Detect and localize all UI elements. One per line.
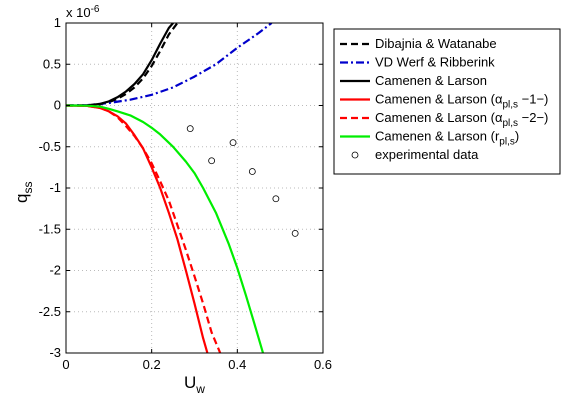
legend: Dibajnia & Watanabe VD Werf & Ribberink Ca…	[333, 28, 561, 175]
legend-label: Camenen & Larson	[375, 73, 487, 88]
y-tick-label: -0.5	[39, 139, 61, 154]
legend-label: experimental data	[375, 147, 479, 162]
x-tick-label: 0.6	[314, 357, 332, 372]
series-line-1	[66, 23, 179, 107]
data-point	[208, 157, 216, 165]
legend-label: Dibajnia & Watanabe	[375, 36, 497, 51]
data-point	[229, 139, 237, 147]
axis-ticks: 0 0.2 0.4 0.6 -3 -2.5 -2 -1.5 -1 -0.5 0 0.5 1	[39, 15, 332, 372]
data-point	[291, 229, 299, 237]
series-line-3	[66, 23, 174, 107]
data-point	[186, 125, 194, 133]
grid	[66, 23, 323, 353]
legend-label: VD Werf & Ribberink	[375, 55, 495, 70]
y-tick-label: -1.5	[39, 221, 61, 236]
legend-box	[333, 28, 561, 175]
series-lines	[66, 23, 273, 353]
y-exponent-label: x 10-6	[66, 4, 100, 20]
series-line-6	[66, 104, 265, 353]
y-tick-label: -1	[49, 180, 61, 195]
data-point	[248, 168, 256, 175]
y-axis-label: qss	[12, 182, 35, 203]
legend-marker	[351, 151, 359, 159]
legend-label: Camenen & Larson (rpl,s)	[375, 129, 519, 148]
y-tick-label: 0	[54, 98, 61, 113]
y-tick-label: -2	[49, 263, 61, 278]
data-point	[272, 195, 280, 203]
scatter-points	[186, 125, 299, 237]
y-tick-label: 1	[54, 15, 61, 30]
legend-label: Camenen & Larson (αpl,s −1−)	[375, 92, 548, 111]
y-tick-label: -2.5	[39, 304, 61, 319]
x-tick-label: 0.4	[228, 357, 246, 372]
x-tick-label: 0	[62, 357, 69, 372]
series-line-5	[66, 104, 222, 353]
legend-label: Camenen & Larson (αpl,s −2−)	[375, 110, 548, 129]
x-axis-label: Uw	[184, 373, 205, 396]
x-tick-label: 0.2	[143, 357, 161, 372]
y-tick-label: -3	[49, 345, 61, 360]
y-tick-label: 0.5	[43, 56, 61, 71]
